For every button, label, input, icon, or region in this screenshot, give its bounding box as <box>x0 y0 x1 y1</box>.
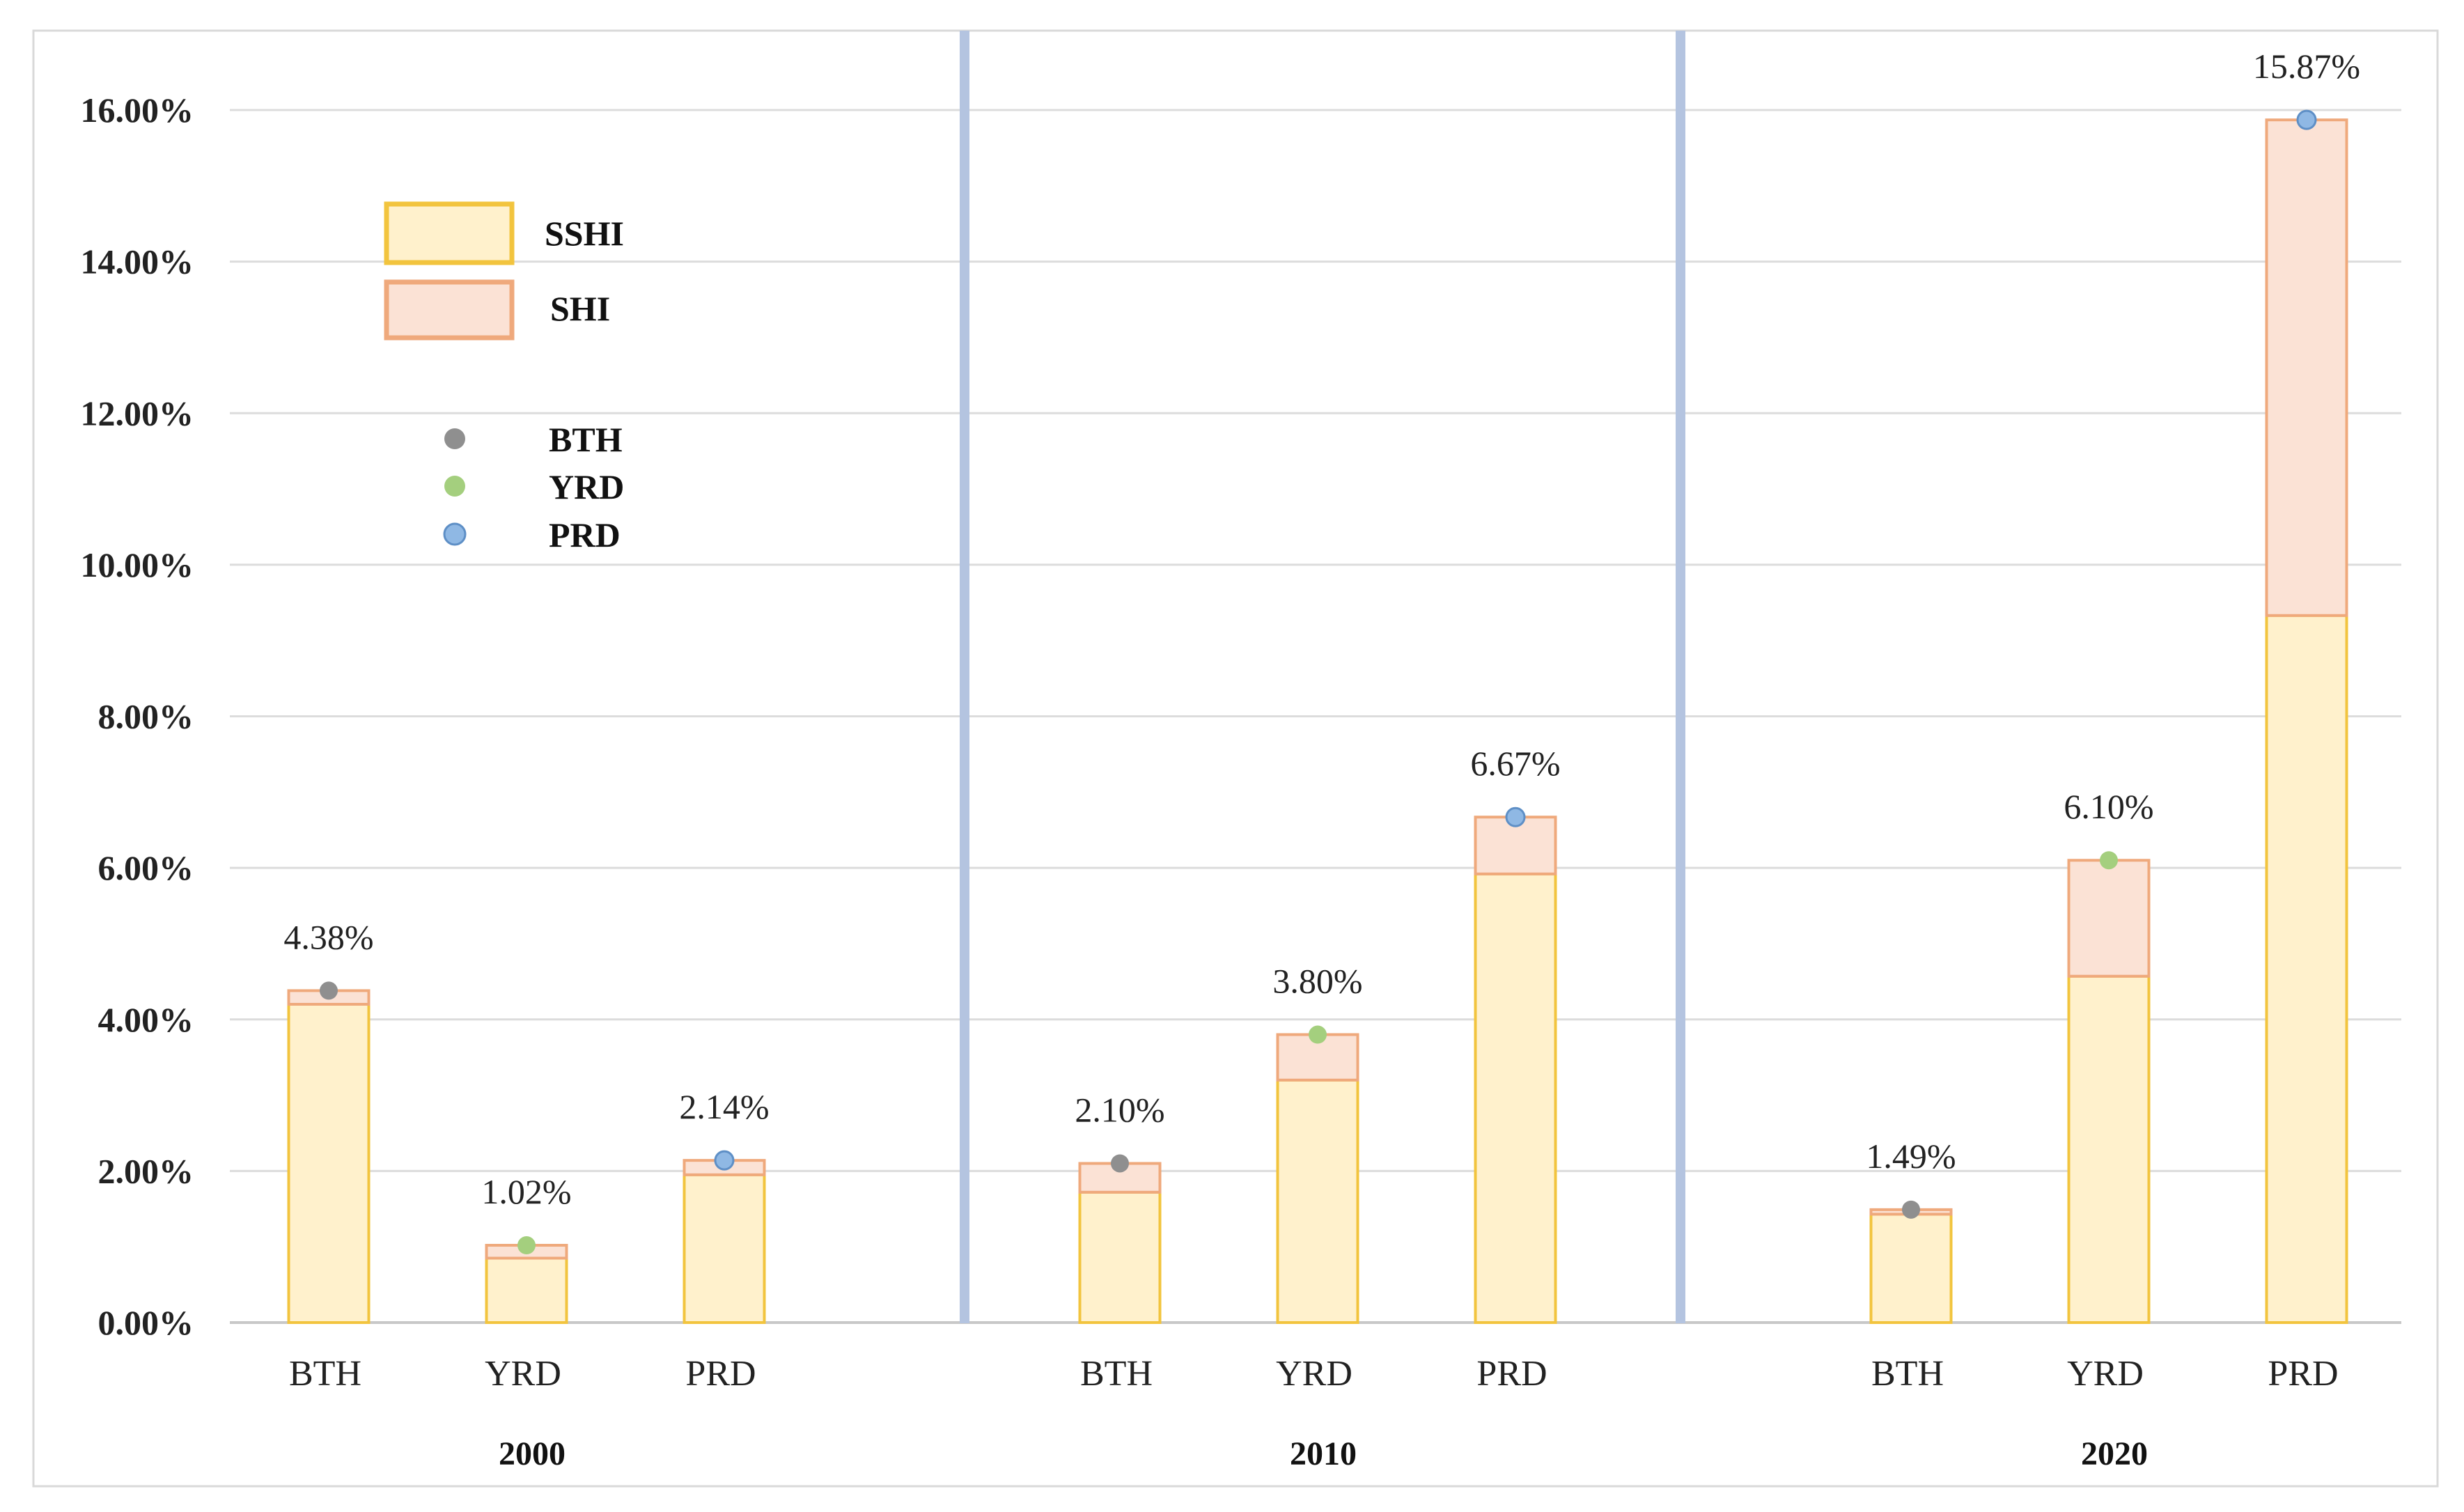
y-tick-label: 0.00% <box>98 1303 194 1342</box>
bar-sshi <box>1474 872 1557 1324</box>
x-tick-label: YRD <box>485 1354 561 1394</box>
x-tick-label: PRD <box>1476 1354 1547 1394</box>
total-marker <box>2296 109 2317 130</box>
total-marker <box>714 1150 735 1171</box>
x-tick-label: BTH <box>1080 1354 1153 1394</box>
bar-shi <box>2265 118 2348 617</box>
gridlines <box>230 109 2401 1324</box>
bar-sshi <box>485 1256 568 1325</box>
legend-label-sshi: SSHI <box>545 214 624 253</box>
x-tick-label: YRD <box>1276 1354 1352 1394</box>
chart-frame <box>32 29 2439 1488</box>
data-label: 2.14% <box>679 1087 769 1126</box>
total-marker <box>1111 1154 1129 1173</box>
legend-swatch-shi <box>384 279 515 341</box>
bars <box>287 118 2348 1325</box>
total-marker <box>2100 851 2118 870</box>
x-tick-label: PRD <box>2268 1354 2338 1394</box>
legend-marker <box>443 522 467 546</box>
total-marker <box>1505 806 1526 827</box>
total-marker <box>320 981 338 1000</box>
group-separators <box>960 31 1685 1323</box>
bar-shi <box>2067 859 2151 978</box>
total-marker <box>517 1236 536 1255</box>
data-label: 6.10% <box>2064 787 2153 826</box>
legend: SSHI SHI BTH YRD PRD <box>384 201 624 554</box>
legend-label-marker: YRD <box>549 467 624 506</box>
y-tick-label: 12.00% <box>81 393 194 432</box>
chart-labels: 0.00% 2.00% 4.00% 6.00% 8.00% 10.00% 12.00% 14.… <box>81 47 2361 1472</box>
legend-swatch-sshi <box>384 201 515 265</box>
bar-sshi <box>287 1002 371 1325</box>
group-label: 2000 <box>499 1435 566 1472</box>
bar-sshi <box>2067 974 2151 1325</box>
y-tick-label: 16.00% <box>81 91 194 130</box>
y-tick-label: 14.00% <box>81 242 194 281</box>
legend-marker <box>444 428 465 449</box>
data-label: 3.80% <box>1272 962 1362 1001</box>
data-label: 2.10% <box>1075 1090 1164 1129</box>
x-tick-label: BTH <box>1871 1354 1944 1394</box>
bar-sshi <box>1078 1190 1162 1325</box>
data-label: 1.49% <box>1866 1137 1956 1176</box>
data-label: 6.67% <box>1470 744 1560 783</box>
y-tick-label: 10.00% <box>81 545 194 584</box>
total-marker <box>1309 1025 1327 1044</box>
bar-sshi <box>1869 1213 1953 1324</box>
legend-marker <box>444 476 465 497</box>
total-marker <box>1902 1200 1920 1219</box>
x-tick-label: YRD <box>2067 1354 2144 1394</box>
bar-sshi <box>683 1173 766 1325</box>
y-tick-label: 4.00% <box>98 1000 194 1039</box>
legend-label-shi: SHI <box>550 289 610 328</box>
x-tick-label: PRD <box>685 1354 756 1394</box>
legend-label-marker: BTH <box>549 420 623 459</box>
data-label: 4.38% <box>283 917 373 956</box>
total-markers <box>320 109 2317 1255</box>
y-tick-label: 2.00% <box>98 1151 194 1190</box>
group-label: 2010 <box>1290 1435 1357 1472</box>
data-label: 1.02% <box>481 1172 571 1211</box>
bar-sshi <box>1276 1078 1359 1325</box>
group-label: 2020 <box>2081 1435 2148 1472</box>
y-tick-label: 8.00% <box>98 697 194 736</box>
data-label: 15.87% <box>2253 47 2360 86</box>
bar-sshi <box>2265 614 2348 1324</box>
x-tick-label: BTH <box>289 1354 361 1394</box>
legend-label-marker: PRD <box>549 515 621 554</box>
y-tick-label: 6.00% <box>98 848 194 887</box>
